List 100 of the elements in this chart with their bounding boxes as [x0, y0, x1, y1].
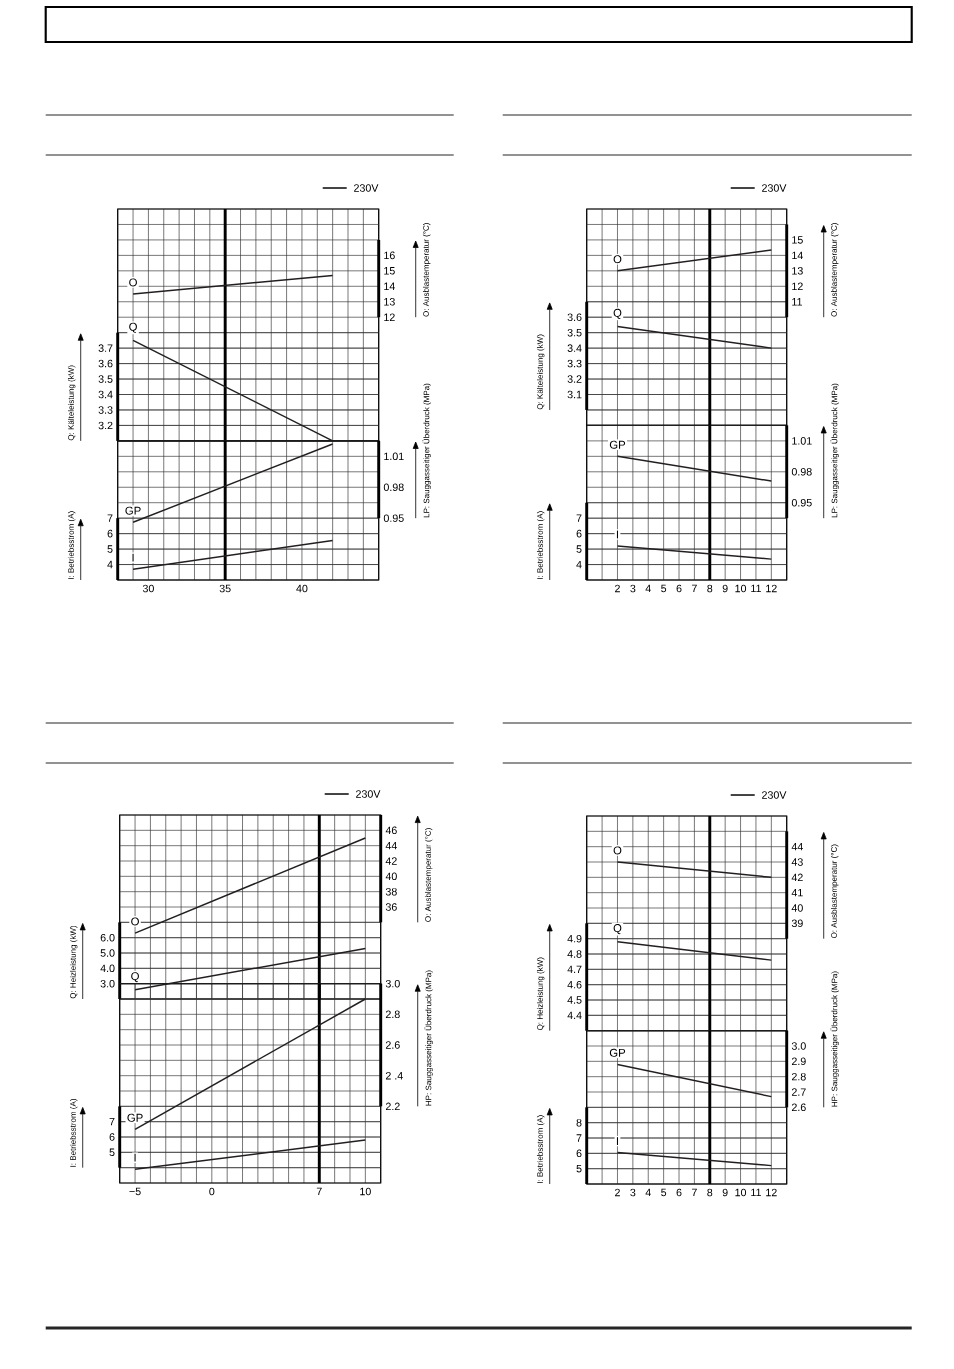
series-label: Q [129, 322, 138, 333]
x-tick-label: 10 [360, 1187, 372, 1196]
y2-tick-label: 2.9 [792, 1057, 806, 1066]
y-tick-label: 3.2 [567, 375, 582, 383]
x-tick-label: 12 [766, 584, 777, 593]
y2-tick-label: 40 [385, 872, 398, 881]
y2-tick-label: 14 [792, 251, 804, 260]
text: 230V [356, 790, 381, 798]
x-tick-label: 7 [692, 1188, 697, 1197]
text: 230V [762, 791, 787, 799]
x-tick-label: 11 [751, 1188, 762, 1197]
x-tick-label: 8 [707, 1188, 713, 1197]
y2-tick-label: 2.6 [792, 1103, 806, 1112]
y-tick-label: 4.7 [567, 965, 582, 974]
y-tick-label: 4.4 [567, 1011, 582, 1020]
y-tick-label: 3.4 [567, 344, 582, 352]
y-tick-label: 6 [109, 1133, 115, 1141]
y-axis-title: I: Betriebsstrom (A) [68, 511, 76, 580]
text: 230V [762, 184, 787, 192]
y2-tick-label: 43 [791, 858, 803, 866]
y-tick-label: 3.0 [100, 979, 115, 988]
y-tick-label: 3.4 [98, 390, 113, 399]
x-tick-label: 3 [630, 584, 636, 593]
y-tick-label: 7 [576, 514, 582, 522]
y-axis-title: Q: Kälteleistung (kW) [537, 334, 545, 410]
y2-axis-title: LP: Sauggasseitiger Überdruck (MPa) [422, 383, 432, 518]
y-tick-label: 3.3 [98, 406, 113, 414]
y2-tick-label: 2.8 [792, 1072, 806, 1081]
y2-tick-label: 0.95 [791, 498, 812, 507]
y2-tick-label: 39 [791, 919, 803, 928]
y2-tick-label: 15 [384, 267, 395, 275]
x-tick-label: 5 [661, 584, 667, 593]
x-tick-label: 10 [735, 1188, 747, 1197]
y-tick-label: 5 [576, 545, 582, 553]
x-tick-label: 8 [707, 584, 713, 593]
y-axis-title: Q: Kälteleistung (kW) [68, 365, 76, 441]
y2-tick-label: 13 [384, 297, 395, 306]
x-tick-label: 35 [219, 584, 231, 593]
y2-axis-title: LP: Sauggasseitiger Überdruck (MPa) [830, 383, 840, 518]
y2-tick-label: 2.7 [792, 1088, 806, 1096]
y2-tick-label: 14 [384, 282, 396, 290]
series-label: I [617, 530, 619, 539]
y2-tick-label: 0.98 [383, 483, 404, 492]
y-tick-label: 5 [109, 1148, 115, 1157]
y2-tick-label: 0.98 [791, 468, 812, 476]
y-tick-label: 7 [107, 514, 113, 522]
y-tick-label: 6 [576, 529, 582, 538]
series-label: GP [125, 506, 141, 515]
x-tick-label: 3 [630, 1188, 636, 1197]
series-label: GP [609, 440, 626, 449]
y2-tick-label: 36 [385, 903, 397, 911]
y-tick-label: 5 [576, 1164, 582, 1173]
y-tick-label: 7 [576, 1134, 582, 1142]
y-tick-label: 3.2 [98, 421, 113, 430]
y2-axis-title: HP: Sauggasseitiger Überdruck (MPa) [424, 970, 434, 1106]
y2-tick-label: 44 [791, 843, 804, 851]
y-tick-label: 3.1 [567, 390, 582, 399]
x-tick-label: 4 [645, 1188, 652, 1197]
x-tick-label: 30 [143, 584, 155, 593]
y2-tick-label: 2 .4 [386, 1071, 404, 1080]
series-label: O [613, 255, 622, 264]
y2-tick-label: 44 [385, 842, 398, 850]
y-tick-label: 6 [107, 529, 113, 538]
y-tick-label: 6 [576, 1149, 582, 1158]
x-tick-label: 0 [209, 1187, 215, 1196]
y-tick-label: 6.0 [100, 933, 115, 942]
y-axis-title: Q: Heizleistung (kW) [537, 957, 545, 1031]
y2-tick-label: 16 [384, 251, 395, 260]
x-tick-label: 12 [766, 1188, 777, 1197]
y2-tick-label: 38 [385, 887, 397, 896]
x-tick-label: 11 [751, 584, 762, 593]
y2-tick-label: 3.0 [385, 979, 400, 988]
y2-tick-label: 2.6 [386, 1041, 400, 1049]
x-tick-label: 6 [676, 584, 682, 593]
text: 230V [354, 184, 379, 192]
y2-axis-title: O: Ausblastemperatur (°C) [831, 844, 839, 939]
y2-axis-title: O: Ausblastemperatur (°C) [831, 223, 839, 317]
y2-tick-label: 13 [792, 267, 803, 275]
y-axis-title: I: Betriebsstrom (A) [537, 511, 545, 580]
x-tick-label: 10 [735, 584, 747, 593]
y2-axis-title: HP: Sauggasseitiger Überdruck (MPa) [830, 971, 840, 1107]
y2-tick-label: 40 [791, 904, 804, 912]
x-tick-label: 9 [722, 584, 728, 593]
y-tick-label: 7 [109, 1118, 115, 1126]
y-tick-label: 4.6 [567, 980, 582, 989]
y2-tick-label: 11 [792, 298, 803, 306]
y-tick-label: 3.6 [567, 313, 582, 321]
x-tick-label: 5 [661, 1188, 667, 1197]
y2-axis-title: O: Ausblastemperatur (°C) [425, 828, 433, 922]
series-label: I [132, 553, 134, 562]
y2-tick-label: 2.8 [386, 1010, 400, 1019]
y-tick-label: 5.0 [100, 949, 115, 957]
x-tick-label: 4 [645, 584, 652, 593]
series-label: O [613, 846, 622, 855]
y-tick-label: 5 [107, 545, 113, 553]
series-label: Q [613, 308, 622, 319]
y-tick-label: 4 [107, 560, 113, 569]
y-tick-label: 4.9 [567, 934, 582, 943]
x-tick-label: 9 [722, 1188, 728, 1197]
x-tick-label: 7 [692, 584, 697, 593]
